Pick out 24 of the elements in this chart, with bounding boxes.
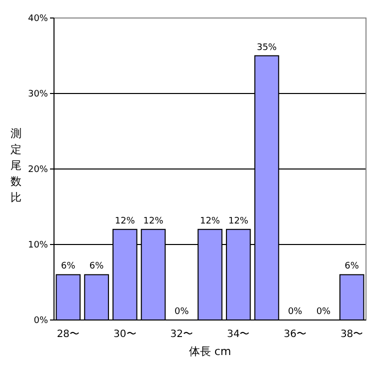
data-label: 0% [288, 307, 303, 317]
y-tick-label: 40% [28, 14, 48, 24]
data-label: 0% [316, 307, 332, 317]
data-label: 6% [89, 262, 104, 272]
data-label: 12% [200, 216, 220, 226]
x-tick-label: 32〜 [170, 329, 194, 340]
data-label: 12% [228, 216, 249, 226]
data-label: 12% [114, 216, 136, 226]
y-tick-label: 20% [28, 165, 48, 176]
data-label: 0% [174, 307, 190, 317]
data-label: 6% [61, 262, 76, 272]
y-tick-label: 30% [28, 90, 48, 100]
y-tick-label: 0% [34, 316, 48, 326]
x-tick-label: 38〜 [340, 329, 364, 340]
x-tick-label: 30〜 [114, 329, 136, 340]
x-tick-label: 36〜 [284, 329, 306, 340]
x-axis-title: 体長 cm [188, 345, 232, 358]
data-label: 35% [256, 42, 278, 53]
x-tick-label: 34〜 [226, 329, 250, 340]
data-label: 6% [344, 262, 360, 272]
x-tick-label: 28〜 [56, 329, 80, 340]
y-axis-title: 測定尾数比 [10, 127, 22, 204]
y-tick-label: 10% [28, 240, 48, 251]
data-label: 12% [143, 216, 164, 226]
